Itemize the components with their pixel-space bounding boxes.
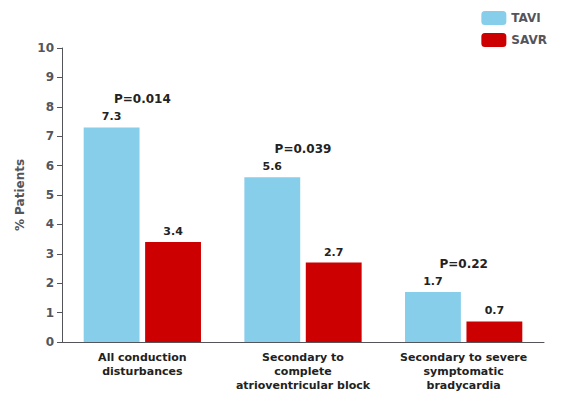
svg-text:bradycardia: bradycardia	[427, 379, 501, 392]
svg-text:Secondary to: Secondary to	[262, 351, 344, 364]
svg-text:9: 9	[46, 70, 54, 84]
svg-text:10: 10	[37, 41, 54, 55]
svg-text:2.7: 2.7	[324, 246, 344, 259]
svg-text:7: 7	[46, 129, 54, 143]
svg-text:TAVI: TAVI	[511, 11, 540, 25]
svg-text:0: 0	[46, 335, 54, 349]
svg-text:2: 2	[46, 276, 54, 290]
svg-text:4: 4	[46, 217, 54, 231]
svg-text:SAVR: SAVR	[511, 33, 547, 47]
svg-text:8: 8	[46, 100, 54, 114]
svg-text:% Patients: % Patients	[13, 159, 27, 231]
svg-text:7.3: 7.3	[102, 110, 122, 123]
svg-text:atrioventricular block: atrioventricular block	[236, 379, 371, 392]
svg-text:5.6: 5.6	[263, 160, 283, 173]
svg-text:1.7: 1.7	[423, 275, 443, 288]
svg-text:3: 3	[46, 247, 54, 261]
svg-text:P=0.039: P=0.039	[275, 142, 332, 156]
svg-text:5: 5	[46, 188, 54, 202]
svg-text:P=0.22: P=0.22	[439, 257, 487, 271]
svg-text:All conduction: All conduction	[98, 351, 186, 364]
svg-text:P=0.014: P=0.014	[114, 92, 171, 106]
svg-text:0.7: 0.7	[485, 304, 505, 317]
svg-text:complete: complete	[274, 365, 331, 378]
svg-text:6: 6	[46, 159, 54, 173]
svg-text:disturbances: disturbances	[102, 365, 183, 378]
svg-text:1: 1	[46, 306, 54, 320]
svg-text:Secondary to severe: Secondary to severe	[400, 351, 527, 364]
svg-text:symptomatic: symptomatic	[424, 365, 504, 378]
svg-text:3.4: 3.4	[163, 225, 183, 238]
